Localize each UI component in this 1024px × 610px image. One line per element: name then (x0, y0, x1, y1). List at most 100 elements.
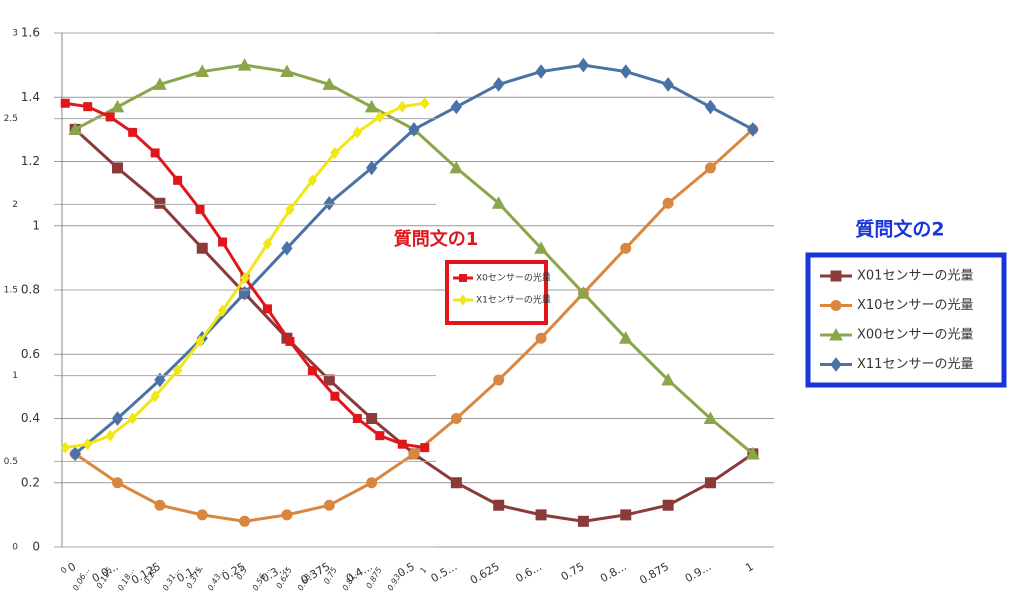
marker (450, 99, 462, 115)
y-tick-label: 1.4 (21, 90, 40, 104)
marker (366, 413, 378, 424)
marker (69, 446, 81, 462)
marker (83, 102, 93, 112)
marker (535, 332, 547, 344)
y-tick-label: 0.2 (21, 475, 40, 489)
x-tick-label: 0.625 (468, 560, 502, 587)
marker (173, 175, 183, 185)
marker (281, 509, 293, 521)
marker (662, 499, 674, 511)
marker (154, 499, 166, 511)
marker (577, 57, 590, 73)
legend-box (445, 260, 548, 325)
marker (620, 64, 632, 79)
marker (217, 304, 228, 317)
marker (150, 390, 160, 403)
x-tick-label: 1 (743, 560, 756, 575)
marker (375, 110, 385, 123)
marker (105, 112, 115, 122)
marker (703, 411, 718, 424)
y-tick-label: 3 (12, 29, 18, 39)
marker (322, 77, 337, 90)
y-tick-label: 1 (12, 371, 18, 381)
x-tick-label: 0 (59, 566, 69, 575)
y-tick-label: 1 (32, 218, 40, 232)
marker (195, 335, 205, 348)
marker (154, 197, 166, 209)
marker (128, 127, 138, 137)
marker (366, 477, 378, 489)
y-tick-label: 0.4 (21, 411, 40, 425)
marker (662, 77, 674, 92)
marker (330, 391, 340, 401)
chart-title: 質問文の1 (394, 228, 479, 250)
y-tick-label: 0.6 (21, 347, 40, 361)
x-tick-label: 0.75 (559, 560, 587, 584)
marker (323, 374, 335, 386)
marker (128, 412, 138, 425)
marker (60, 441, 70, 454)
x-tick-label: 0.9... (683, 560, 714, 585)
y-tick-label: 0 (32, 540, 40, 554)
marker (240, 271, 250, 285)
marker (237, 58, 252, 71)
marker (397, 100, 407, 113)
legend-label: X10センサーの光量 (857, 298, 973, 313)
series-line (74, 128, 754, 523)
marker (262, 304, 272, 314)
y-tick-label: 2 (12, 200, 18, 210)
series-line (74, 128, 754, 523)
marker (352, 126, 362, 139)
marker (620, 509, 632, 521)
marker (397, 439, 407, 449)
marker (323, 195, 335, 211)
marker (196, 242, 208, 254)
marker (577, 515, 589, 527)
marker (262, 237, 273, 250)
marker (366, 160, 378, 176)
marker (662, 197, 674, 209)
marker (375, 431, 385, 441)
x-tick-label: 1 (418, 566, 428, 575)
marker (704, 477, 716, 489)
chart: 00.511.522.530 0.06... 0.125 0.18... 0.25 0.3… (4, 29, 551, 593)
legend-label: X00センサーの光量 (857, 328, 973, 343)
marker (704, 162, 716, 174)
legend-label: X11センサーの光量 (857, 357, 973, 372)
marker (408, 122, 420, 137)
marker (450, 477, 462, 489)
marker (420, 443, 430, 453)
marker (323, 499, 335, 511)
marker (535, 509, 547, 521)
marker (493, 77, 505, 92)
x-tick-label: 0.875 (637, 560, 671, 587)
marker (450, 413, 462, 424)
marker (620, 242, 632, 254)
y-tick-label: 1.2 (21, 154, 40, 168)
marker (352, 414, 362, 423)
y-tick-label: 1.6 (21, 26, 40, 40)
legend-marker (829, 327, 843, 341)
marker (535, 64, 547, 79)
chart: 00.20.40.60.811.21.41.60 0.0... 0.125 0.1..… (21, 26, 1007, 587)
marker (195, 64, 210, 78)
marker (745, 446, 760, 460)
legend-label: X1センサーの光量 (476, 294, 551, 306)
marker (111, 411, 124, 426)
marker (153, 77, 167, 90)
marker (110, 99, 125, 113)
legend-marker (458, 294, 468, 306)
legend-marker (830, 300, 842, 311)
legend-marker (830, 357, 842, 372)
marker (704, 99, 717, 115)
marker (196, 509, 208, 521)
x-tick-label: 0.6... (513, 560, 544, 585)
marker (408, 448, 420, 460)
marker (60, 98, 70, 108)
marker (493, 499, 505, 511)
marker (449, 160, 464, 174)
marker (576, 286, 591, 299)
y-tick-label: 0.5 (4, 457, 18, 467)
marker (420, 97, 430, 110)
marker (195, 204, 205, 214)
